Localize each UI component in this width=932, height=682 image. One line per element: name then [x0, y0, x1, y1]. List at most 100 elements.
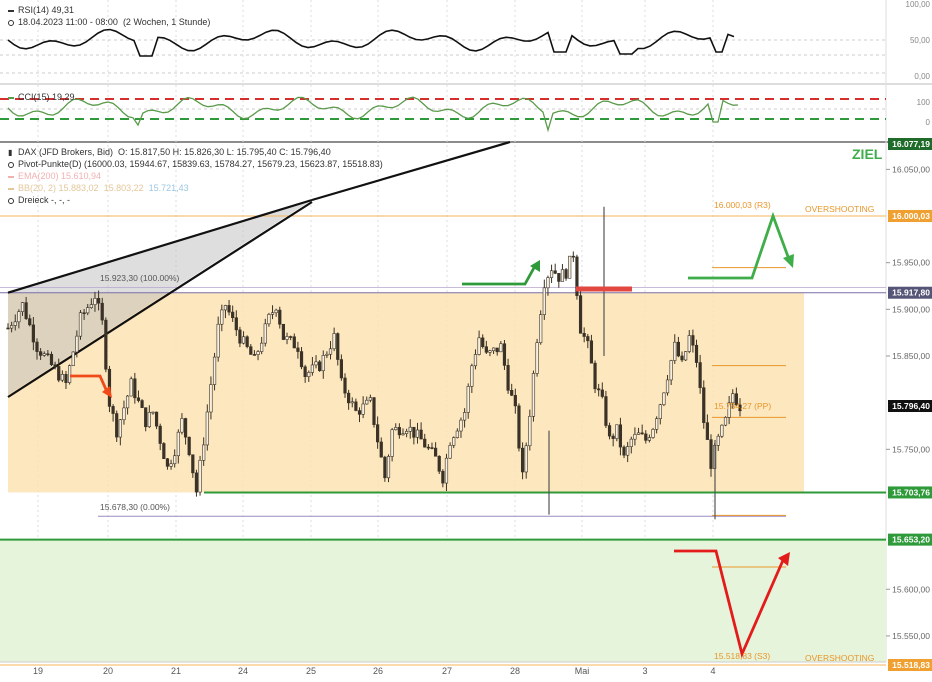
candle-body — [665, 379, 670, 394]
candle-body — [600, 389, 604, 397]
triangle-upper-line — [7, 198, 313, 294]
candle-body — [307, 372, 311, 377]
candle-body — [437, 455, 441, 472]
candle-body — [383, 456, 387, 479]
cci-value: 19,29 — [52, 92, 75, 102]
candle-body — [325, 353, 329, 356]
candle-body — [154, 411, 159, 427]
up-arrow-icon — [462, 265, 537, 286]
candle-body — [100, 302, 104, 321]
candle-body — [636, 432, 641, 435]
candle-body — [252, 354, 257, 356]
pivot-icon — [8, 161, 14, 168]
candle-body — [357, 410, 362, 415]
candle-body — [354, 401, 358, 411]
candle-body — [278, 309, 282, 325]
candle-body — [17, 311, 21, 323]
candle-body — [405, 431, 409, 434]
candle-body — [542, 287, 546, 315]
candle-body — [158, 425, 162, 444]
triangle-icon — [8, 197, 14, 204]
candle-body — [397, 427, 401, 436]
candle-body — [82, 312, 86, 315]
candle-body — [347, 392, 351, 404]
rsi-series — [7, 28, 735, 57]
candle-body — [702, 387, 706, 423]
candle-body — [343, 377, 347, 394]
candle-body — [571, 255, 575, 258]
candle-body — [673, 341, 677, 361]
candle-body — [220, 309, 224, 325]
price-tick-label: 15.750,00 — [892, 444, 930, 454]
candle-body — [412, 426, 416, 438]
price-tick-label: 15.950,00 — [892, 258, 930, 268]
candle-body — [644, 433, 648, 441]
candle-body — [578, 295, 583, 334]
arrow-head — [778, 552, 790, 566]
candle-body — [669, 360, 673, 381]
candle-body — [194, 472, 199, 493]
pp-label: 15.784,27 (PP) — [714, 401, 771, 411]
candle-body — [361, 403, 365, 415]
candle-body — [24, 302, 28, 319]
candle-body — [75, 335, 79, 353]
cci-tick-label: 100 — [917, 98, 931, 107]
candle-body — [705, 422, 709, 440]
candle-body — [430, 447, 434, 449]
x-tick-label: 26 — [373, 666, 383, 676]
overshooting-top-label: OVERSHOOTING — [805, 204, 874, 214]
cci-legend: CCI(15) 19,29 — [8, 91, 75, 103]
candle-body — [64, 373, 68, 383]
candle-body — [394, 427, 398, 431]
candle-body — [415, 429, 420, 438]
candle-body — [680, 355, 684, 361]
price-tick-label: 15.850,00 — [892, 351, 930, 361]
candle-body — [372, 397, 376, 425]
candle-body — [205, 411, 209, 446]
candle-body — [310, 364, 314, 373]
candle-body — [122, 407, 126, 421]
candle-body — [568, 255, 572, 279]
clock-icon — [8, 19, 14, 26]
bb-legend: BB(20, 2) 15.883,02 — [18, 183, 99, 193]
candle-body — [289, 336, 293, 338]
candle-body — [223, 305, 228, 311]
candle-body — [622, 446, 626, 456]
candle-body — [86, 307, 90, 314]
candle-body — [499, 343, 503, 353]
candle-body — [546, 277, 550, 289]
rsi-name: RSI(14) — [18, 5, 50, 15]
candle-body — [169, 463, 173, 467]
candle-body — [716, 435, 720, 446]
candle-body — [589, 340, 594, 364]
candle-body — [629, 438, 633, 447]
candle-body — [662, 392, 666, 406]
candle-body — [216, 323, 220, 358]
candle-body — [655, 418, 659, 430]
candle-body — [488, 350, 492, 353]
candle-body — [575, 256, 579, 296]
candle-body — [115, 413, 119, 438]
candle-body — [144, 407, 148, 428]
candle-body — [466, 386, 470, 413]
instrument-name: DAX (JFD Brokers, Bid) — [18, 147, 114, 157]
candle-body — [111, 406, 115, 414]
candle-body — [444, 457, 449, 484]
candle-body — [249, 346, 253, 355]
rsi-tick-label: 0,00 — [914, 72, 930, 81]
candle-body — [180, 418, 184, 433]
candle-body — [520, 447, 525, 473]
pivot-legend: Pivot-Punkte(D) (16000.03, 15944.67, 158… — [18, 159, 383, 169]
candle-body — [491, 347, 496, 351]
candle-body — [191, 454, 195, 474]
candle-body — [593, 362, 597, 390]
candle-body — [292, 336, 296, 349]
candle-body — [336, 333, 340, 360]
candle-body — [597, 388, 601, 391]
x-tick-label: 25 — [306, 666, 316, 676]
price-badge-label: 15.703,76 — [892, 487, 930, 497]
x-tick-label: 3 — [642, 666, 647, 676]
candle-body — [46, 353, 50, 356]
candle-body — [720, 424, 724, 437]
